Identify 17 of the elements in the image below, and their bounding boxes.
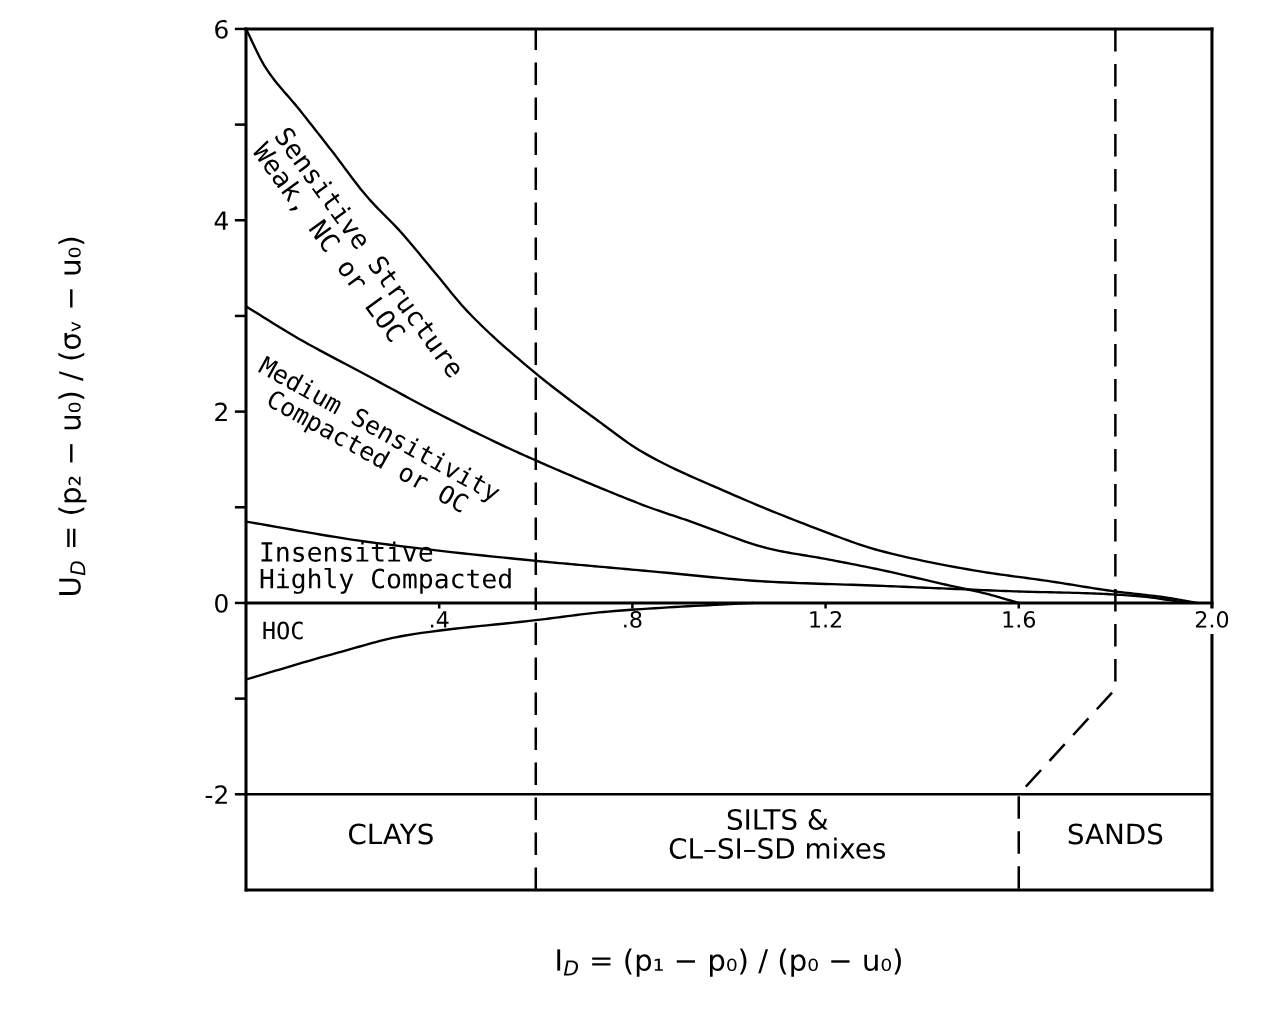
y-tick-label: 6 bbox=[215, 19, 228, 39]
x-axis-title: I$_{D}$ = (p₁ − p₀) / (p₀ − u₀) bbox=[557, 948, 901, 977]
annotation: SILTS & CL–SI–SD mixes bbox=[669, 808, 886, 859]
x-tick-label: 2.0 bbox=[1195, 610, 1229, 628]
series-label: HOC bbox=[263, 621, 303, 640]
y-tick-label: -2 bbox=[205, 785, 227, 804]
x-tick-label: .4 bbox=[430, 611, 449, 628]
y-tick-label: 4 bbox=[214, 211, 228, 230]
x-tick-label: 1.2 bbox=[810, 610, 842, 628]
y-axis-title: U$_{D}$ = (p₂ − u₀) / (σᵥ − u₀) bbox=[58, 237, 87, 595]
series-label: Insensitive Highly Compacted bbox=[260, 541, 511, 594]
y-tick-label: 2 bbox=[215, 402, 227, 422]
annotation: CLAYS bbox=[348, 823, 433, 845]
y-tick-label: 0 bbox=[215, 593, 228, 613]
x-tick-label: 1.6 bbox=[1003, 610, 1036, 628]
x-tick-label: .8 bbox=[624, 610, 642, 628]
annotation: SANDS bbox=[1068, 823, 1163, 845]
